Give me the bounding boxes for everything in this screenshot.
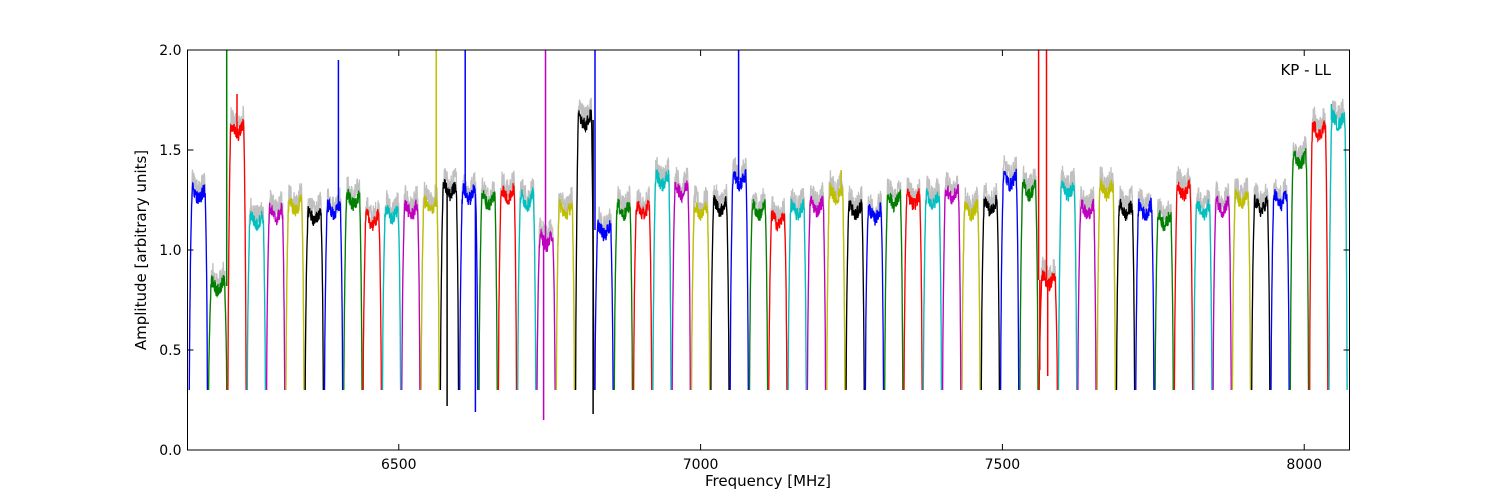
channel-trace-18	[536, 228, 556, 391]
raw-trace-55	[1251, 182, 1271, 391]
channel-trace-58	[1309, 120, 1329, 391]
channel-trace-9	[362, 207, 382, 391]
x-tick-label-2: 7500	[985, 457, 1021, 473]
raw-trace-17	[517, 178, 537, 391]
y-axis-label: Amplitude [arbitrary units]	[132, 150, 150, 350]
channel-trace-38	[922, 188, 943, 391]
channel-trace-10	[381, 205, 402, 391]
channel-trace-22	[613, 198, 634, 391]
raw-trace-48	[1115, 185, 1136, 391]
channel-trace-40	[961, 199, 981, 391]
annotation-label: KP - LL	[1280, 61, 1331, 79]
channel-trace-42	[999, 168, 1020, 391]
channel-trace-47	[1096, 178, 1116, 391]
channel-trace-53	[1212, 195, 1232, 391]
raw-trace-36	[884, 178, 904, 391]
channel-trace-46	[1077, 198, 1097, 391]
spectrum-traces	[188, 50, 1348, 420]
channel-trace-25	[671, 180, 691, 391]
channel-trace-1	[207, 274, 228, 391]
x-axis-label: Frequency [MHz]	[705, 472, 831, 490]
channel-trace-31	[787, 198, 807, 391]
raw-trace-6	[304, 191, 324, 391]
channel-trace-52	[1193, 199, 1213, 391]
raw-trace-34	[845, 185, 865, 391]
channel-trace-16	[497, 183, 518, 391]
y-tick-label-0: 0.0	[159, 443, 181, 459]
raw-trace-45	[1057, 165, 1078, 391]
channel-trace-14	[459, 183, 479, 391]
x-tick-label-0: 6500	[381, 457, 417, 473]
channel-trace-50	[1154, 210, 1174, 391]
x-tick-label-3: 8000	[1286, 457, 1322, 473]
channel-trace-48	[1115, 198, 1136, 391]
channel-trace-20	[574, 109, 595, 391]
channel-trace-13	[439, 179, 460, 391]
raw-trace-47	[1096, 166, 1116, 391]
raw-trace-24	[652, 156, 672, 391]
raw-trace-53	[1212, 181, 1232, 391]
channel-trace-43	[1019, 179, 1039, 391]
channel-trace-54	[1231, 189, 1252, 391]
channel-trace-0	[188, 181, 209, 391]
channel-trace-6	[304, 206, 324, 391]
channel-trace-4	[265, 202, 286, 391]
raw-trace-10	[381, 190, 402, 391]
channel-trace-30	[768, 210, 788, 391]
raw-trace-30	[768, 196, 788, 391]
channel-trace-28	[729, 169, 749, 391]
channel-trace-32	[806, 195, 827, 391]
channel-trace-36	[884, 189, 904, 391]
channel-trace-15	[478, 190, 498, 391]
channel-trace-35	[864, 202, 885, 391]
raw-trace-44	[1038, 256, 1058, 391]
channel-trace-55	[1251, 194, 1271, 391]
channel-trace-24	[652, 169, 672, 391]
raw-trace-15	[478, 177, 498, 391]
channel-trace-27	[710, 194, 730, 391]
y-tick-label-4: 2.0	[159, 43, 181, 59]
raw-trace-19	[555, 186, 576, 391]
raw-trace-26	[690, 185, 711, 391]
channel-trace-56	[1270, 189, 1290, 391]
channel-trace-19	[555, 198, 576, 391]
channel-trace-26	[690, 201, 711, 391]
channel-trace-7	[323, 198, 344, 391]
raw-trace-20	[574, 97, 595, 391]
raw-trace-13	[439, 167, 460, 391]
channel-trace-21	[594, 219, 614, 391]
y-tick-label-1: 0.5	[159, 343, 181, 359]
channel-trace-8	[343, 188, 363, 391]
channel-trace-17	[517, 186, 537, 391]
channel-trace-45	[1057, 180, 1078, 391]
raw-trace-50	[1154, 197, 1174, 391]
y-tick-label-3: 1.5	[159, 143, 181, 159]
channel-trace-5	[285, 194, 305, 391]
channel-trace-23	[632, 199, 653, 391]
x-tick-label-1: 7000	[683, 457, 719, 473]
axis-ticks: 6500 7000 7500 8000 0.0 0.5 1.0 1.5 2.0	[159, 43, 1350, 473]
channel-trace-49	[1135, 197, 1155, 391]
channel-trace-34	[845, 199, 865, 391]
channel-trace-37	[903, 188, 923, 391]
channel-trace-41	[980, 194, 1001, 391]
channel-trace-51	[1173, 179, 1194, 391]
channel-trace-3	[246, 210, 267, 391]
y-tick-label-2: 1.0	[159, 243, 181, 259]
channel-trace-39	[941, 183, 962, 391]
channel-trace-11	[401, 199, 421, 391]
channel-trace-29	[748, 199, 769, 391]
channel-trace-57	[1289, 148, 1310, 391]
